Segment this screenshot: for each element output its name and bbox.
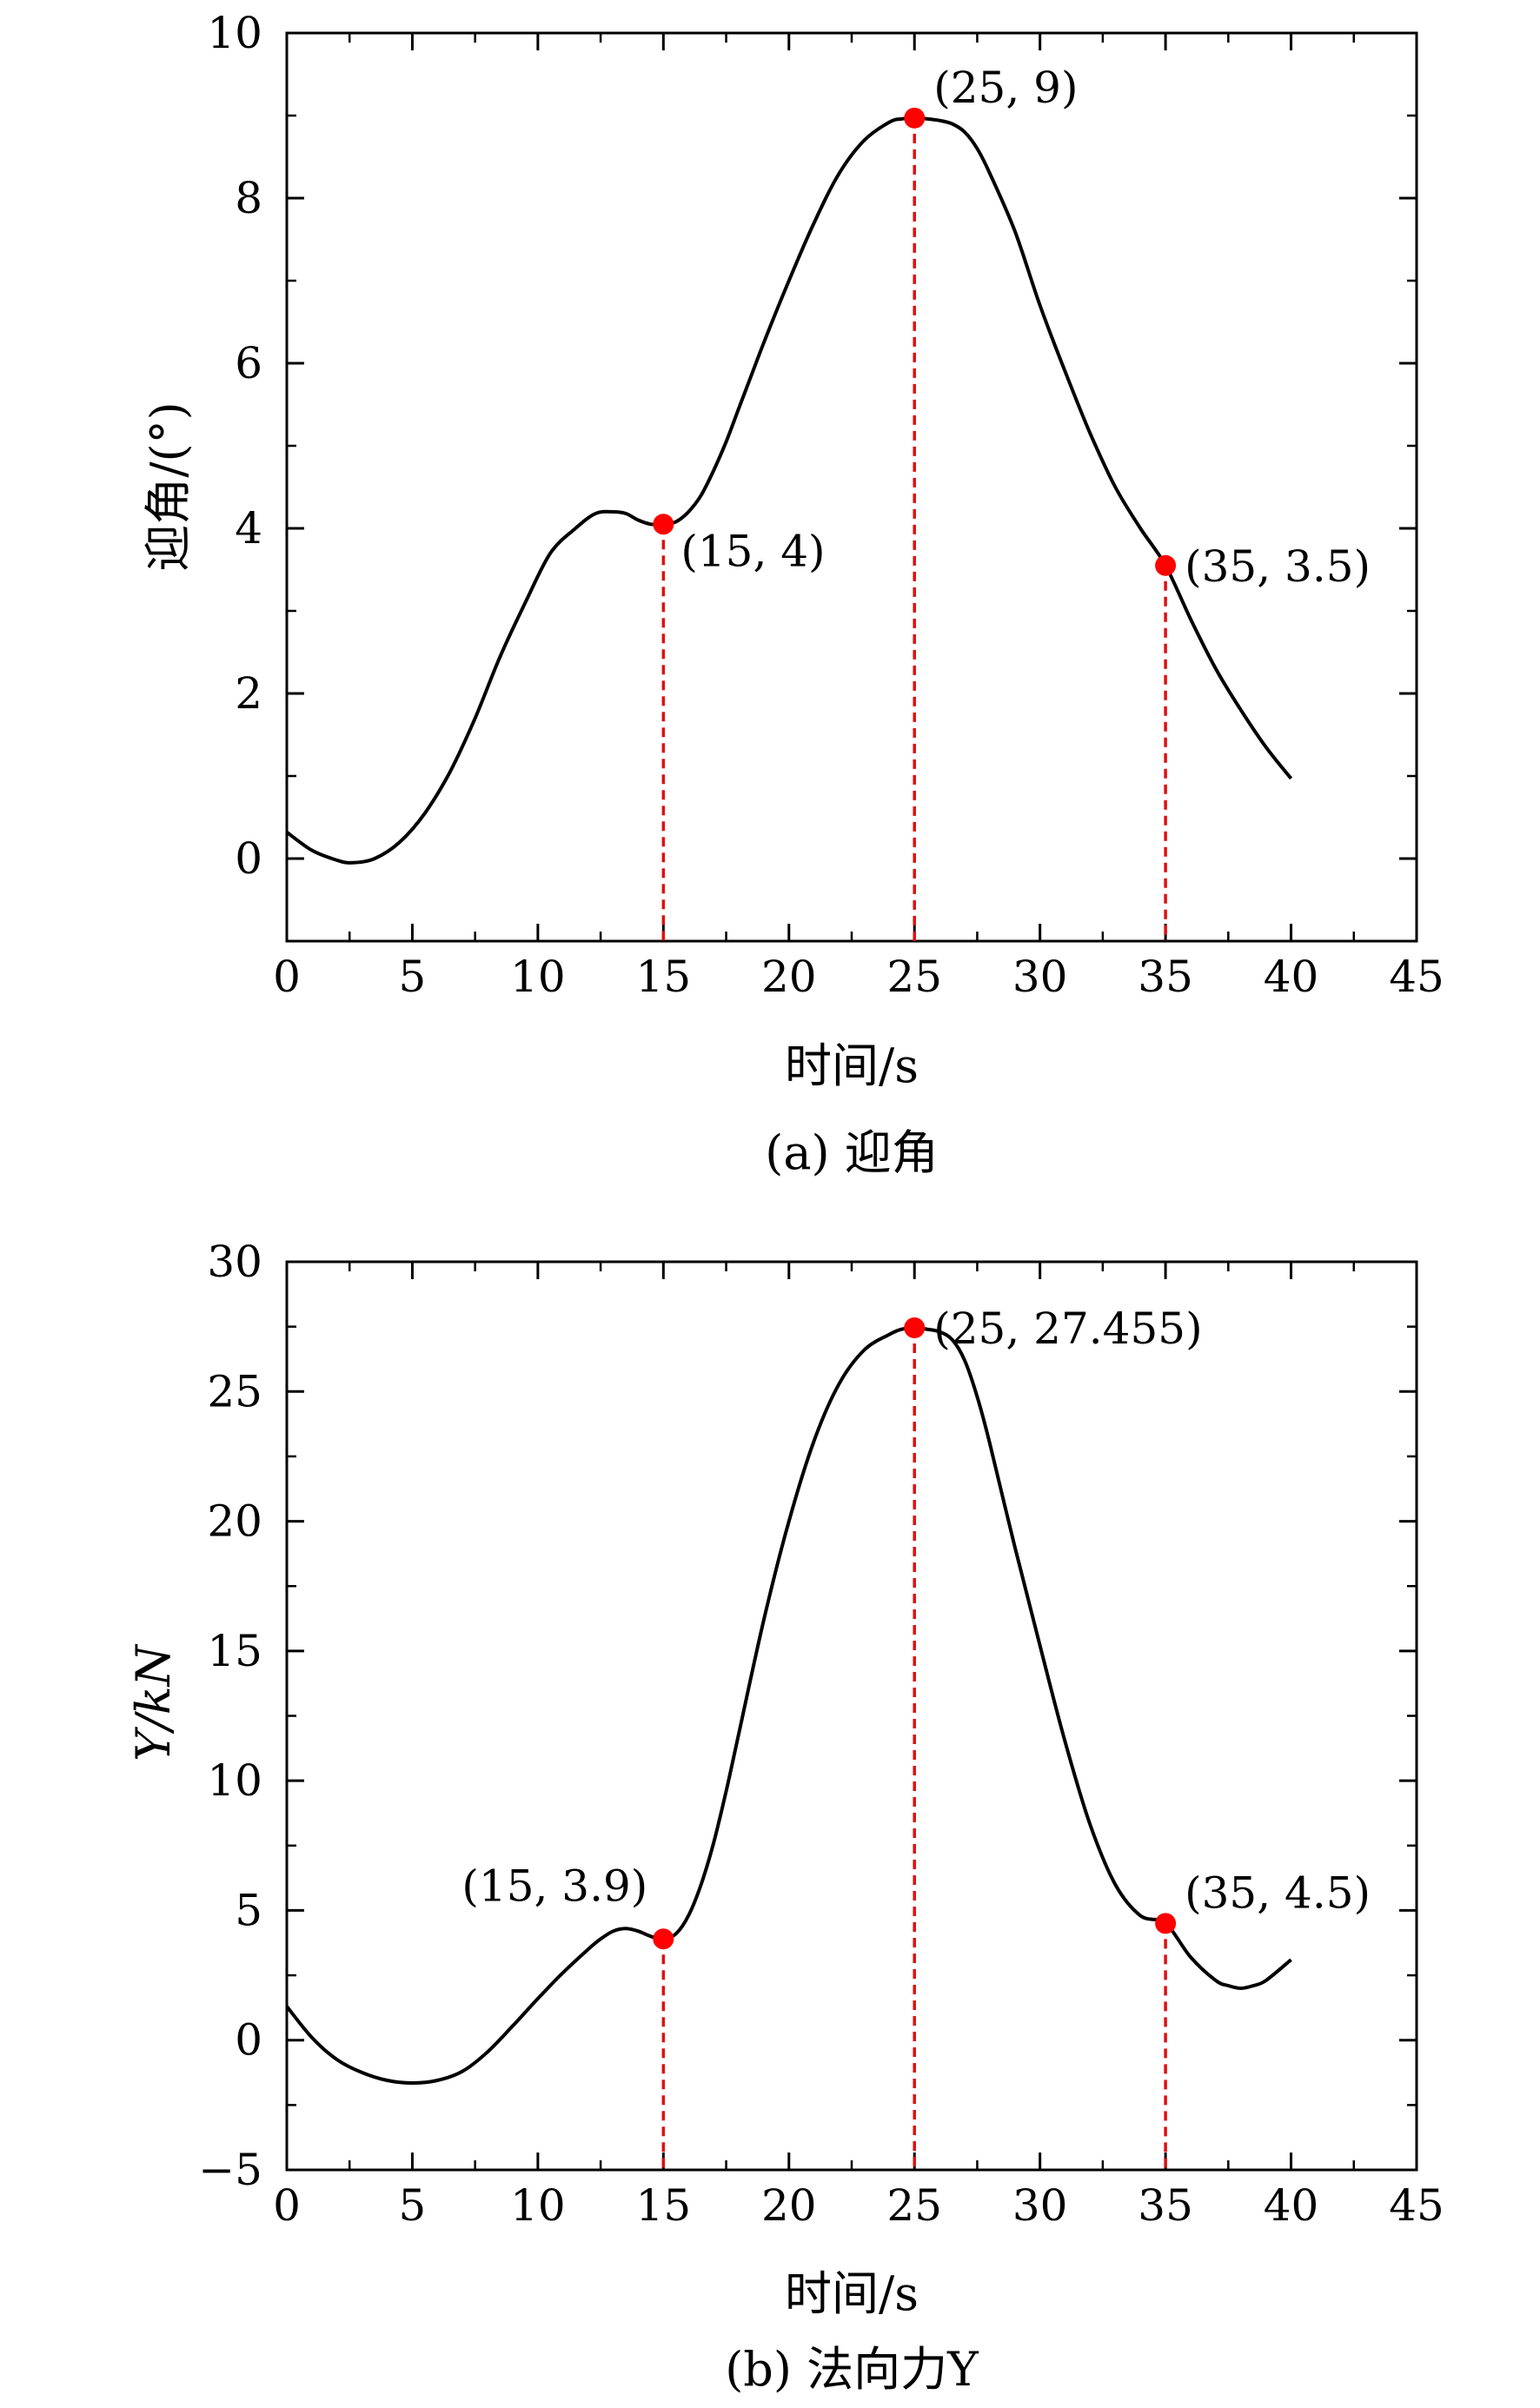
x-tick-label: 10 (510, 952, 566, 1002)
minor-ticks (287, 33, 1417, 943)
marker-point (653, 514, 674, 535)
y-tick-label: 30 (207, 1237, 262, 1287)
normal-force-curve (285, 1326, 1292, 2086)
drop-lines (661, 117, 1167, 941)
angle-of-attack-curve (285, 116, 1293, 865)
x-tick-label: 15 (636, 2180, 692, 2231)
minor-ticks (287, 1262, 1417, 2170)
x-tick-label: 35 (1138, 952, 1193, 1002)
x-tick-label: 20 (761, 952, 817, 1002)
y-tick-label: 0 (235, 2015, 262, 2066)
point-annotation: (35, 3.5) (1185, 541, 1371, 592)
x-tick-label: 0 (273, 2180, 301, 2231)
y-tick-label: 25 (207, 1366, 262, 1416)
y-tick-label: 0 (235, 833, 262, 884)
y-tick-label: −5 (198, 2145, 262, 2195)
x-axis-label: 时间/s (785, 2266, 919, 2321)
point-annotations: (15, 3.9) (25, 27.455) (35, 4.5) (461, 1304, 1371, 1918)
tick-labels: 0 5 10 15 20 25 30 35 40 45 0 2 4 6 8 10 (207, 8, 1444, 1002)
marker-point (1155, 554, 1177, 576)
major-ticks (285, 31, 1418, 941)
y-tick-label: 8 (235, 173, 262, 223)
y-tick-label: 20 (207, 1496, 262, 1547)
marker-points (653, 107, 1177, 576)
x-tick-label: 20 (761, 2180, 817, 2231)
chart-panel-a: 0 5 10 15 20 25 30 35 40 45 0 2 4 6 8 10 (15, 4) (25, 9)… (141, 8, 1444, 1180)
point-annotation: (25, 9) (933, 63, 1078, 113)
point-annotation: (15, 3.9) (461, 1861, 647, 1911)
point-annotation: (15, 4) (680, 526, 825, 576)
x-tick-label: 0 (273, 952, 301, 1002)
x-tick-label: 45 (1389, 952, 1444, 1002)
major-ticks (285, 1260, 1418, 2172)
x-tick-label: 40 (1264, 2180, 1319, 2231)
point-annotations: (15, 4) (25, 9) (35, 3.5) (680, 63, 1371, 592)
marker-point (904, 107, 926, 129)
plot-frame (285, 31, 1418, 943)
y-tick-label: 10 (207, 8, 262, 58)
x-tick-label: 35 (1138, 2180, 1193, 2231)
x-tick-label: 25 (886, 952, 942, 1002)
y-axis-label: 迎角/(°) (141, 401, 196, 571)
drop-lines (661, 1327, 1167, 2170)
x-tick-label: 30 (1012, 2180, 1068, 2231)
x-tick-label: 5 (399, 2180, 427, 2231)
x-tick-label: 15 (636, 952, 692, 1002)
x-tick-label: 30 (1012, 952, 1068, 1002)
x-tick-label: 25 (886, 2180, 942, 2231)
x-tick-label: 10 (510, 2180, 566, 2231)
marker-points (653, 1317, 1177, 1950)
caption: (b) 法向力Y (725, 2342, 979, 2397)
y-tick-label: 5 (235, 1885, 262, 1935)
y-tick-label: 15 (207, 1626, 262, 1676)
point-annotation: (35, 4.5) (1185, 1867, 1371, 1918)
point-annotation: (25, 27.455) (933, 1304, 1202, 1354)
x-tick-label: 5 (399, 952, 427, 1002)
marker-point (653, 1928, 674, 1950)
caption: (a) 迎角 (765, 1125, 939, 1180)
y-tick-label: 2 (235, 668, 262, 719)
marker-point (904, 1317, 926, 1338)
x-tick-label: 45 (1389, 2180, 1444, 2231)
x-tick-label: 40 (1264, 952, 1319, 1002)
plot-frame (285, 1260, 1418, 2172)
x-axis-label: 时间/s (785, 1038, 919, 1093)
y-tick-label: 6 (235, 338, 262, 388)
marker-point (1155, 1913, 1177, 1934)
y-tick-label: 4 (235, 503, 262, 554)
y-axis-label: Y/kN (126, 1643, 181, 1761)
y-tick-label: 10 (207, 1755, 262, 1806)
